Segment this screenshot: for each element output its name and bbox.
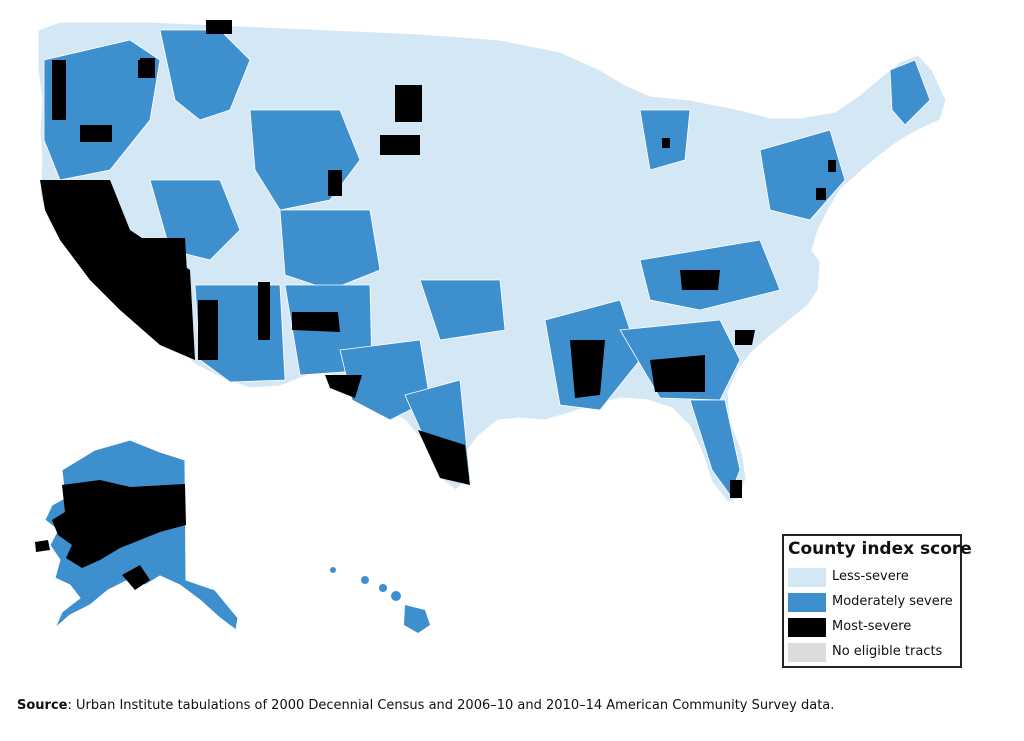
county-map: County index score Less-severe Moderatel… — [35, 20, 972, 668]
hawaii-big-island — [404, 605, 430, 633]
severe-montana — [206, 20, 232, 34]
severe-nevada — [140, 238, 188, 290]
severe-georgia — [650, 355, 705, 392]
severe-arizona — [198, 300, 218, 360]
hawaii — [330, 567, 430, 633]
severe-oregon — [80, 125, 112, 142]
most-severe-regions — [40, 20, 836, 498]
legend-swatch-most-severe — [788, 618, 826, 637]
alaska-kenai-severe — [122, 565, 150, 590]
legend-title: County index score — [788, 539, 972, 559]
severe-west-texas — [325, 375, 362, 398]
severe-carolina — [735, 330, 755, 345]
legend-label: No eligible tracts — [832, 644, 943, 659]
severe-four-corners — [292, 312, 340, 332]
hawaii-island-2 — [361, 576, 369, 584]
hawaii-island-1 — [330, 567, 336, 573]
source-label: Source — [17, 698, 68, 713]
severe-mississippi — [570, 340, 605, 398]
severe-california — [40, 180, 195, 360]
alaska-southwest-severe — [35, 540, 50, 552]
legend: County index score Less-severe Moderatel… — [782, 534, 972, 668]
severe-appalachia — [680, 270, 720, 290]
legend-label: Most-severe — [832, 619, 912, 634]
legend-item-less-severe: Less-severe — [788, 568, 958, 587]
severe-rio-grande — [418, 430, 470, 485]
hawaii-island-3 — [379, 584, 387, 592]
region-pacific-nw — [43, 39, 161, 181]
severe-washington-2 — [138, 60, 152, 78]
severe-arizona-east — [258, 282, 270, 340]
legend-swatch-no-eligible-tracts — [788, 643, 826, 662]
legend-item-most-severe: Most-severe — [788, 618, 958, 637]
legend-label: Moderately severe — [832, 594, 953, 609]
severe-northeast-2 — [816, 188, 826, 200]
severe-dakota — [395, 85, 422, 122]
legend-label: Less-severe — [832, 569, 909, 584]
alaska-most-severe — [52, 480, 186, 568]
severe-northeast-1 — [828, 160, 836, 172]
legend-swatch-less-severe — [788, 568, 826, 587]
region-maine — [889, 59, 931, 126]
severe-florida — [730, 480, 742, 498]
legend-swatch-moderately-severe — [788, 593, 826, 612]
severe-nebraska — [380, 135, 420, 155]
source-note: Source: Urban Institute tabulations of 2… — [17, 698, 834, 713]
us-county-map-svg — [35, 20, 947, 633]
source-text: : Urban Institute tabulations of 2000 De… — [67, 698, 835, 713]
hawaii-island-4 — [391, 591, 401, 601]
legend-item-moderately-severe: Moderately severe — [788, 593, 958, 612]
severe-michigan — [662, 138, 670, 148]
region-oklahoma — [419, 279, 506, 341]
severe-wyoming — [328, 170, 342, 196]
region-four-corners — [279, 209, 381, 291]
severe-washington — [52, 60, 66, 120]
legend-item-no-eligible-tracts: No eligible tracts — [788, 643, 958, 662]
